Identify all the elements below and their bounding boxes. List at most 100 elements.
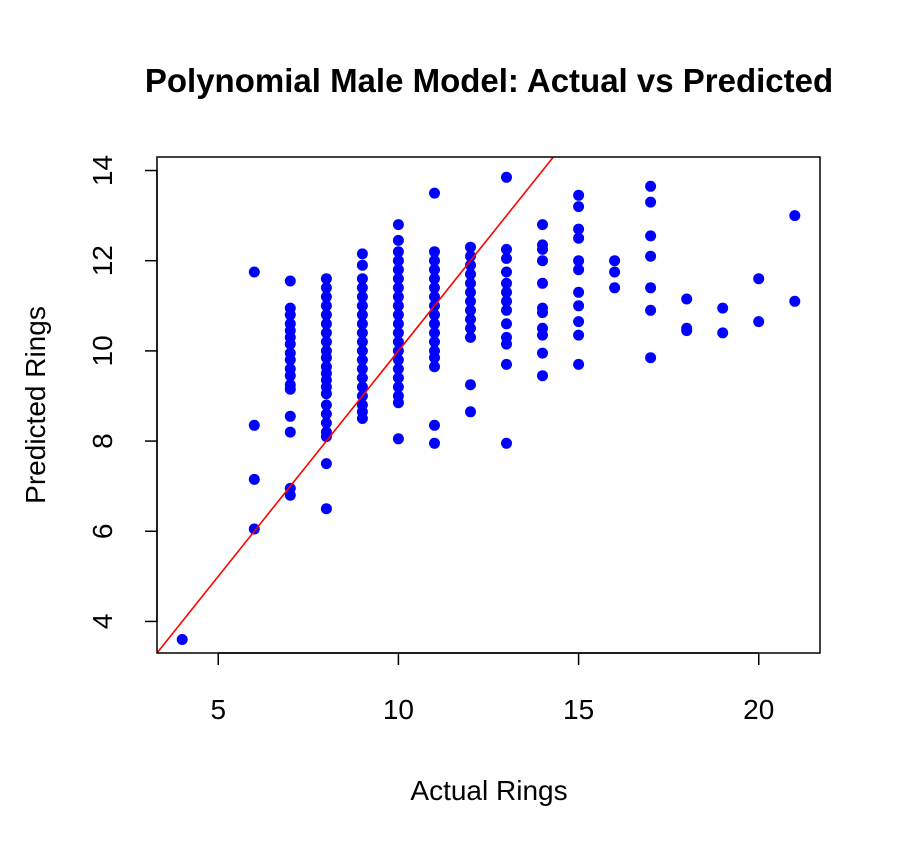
data-point — [176, 634, 188, 645]
data-point — [537, 255, 548, 267]
data-point — [537, 219, 548, 231]
data-point — [392, 219, 404, 231]
y-tick-label: 8 — [87, 433, 118, 449]
data-point — [356, 300, 368, 312]
reference-line-layer — [157, 157, 555, 653]
data-point — [429, 419, 440, 431]
data-points — [176, 171, 801, 645]
data-point — [465, 406, 476, 418]
data-point — [392, 264, 404, 276]
data-point — [392, 354, 404, 366]
data-point — [501, 253, 512, 264]
data-point — [284, 275, 296, 287]
x-tick-label: 15 — [563, 694, 594, 725]
data-point — [465, 268, 476, 280]
data-point — [356, 309, 368, 321]
data-point — [320, 300, 332, 312]
y-axis-label: Predicted Rings — [20, 306, 51, 504]
data-point — [320, 282, 332, 294]
y-tick-label: 10 — [87, 335, 118, 366]
data-point — [429, 327, 440, 339]
data-point — [356, 282, 368, 294]
data-point — [429, 273, 440, 285]
data-point — [429, 282, 440, 294]
data-point — [609, 266, 621, 278]
data-point — [753, 273, 765, 285]
data-point — [429, 437, 440, 449]
data-point — [284, 383, 296, 395]
x-axis: 5 10 15 20 — [210, 652, 774, 725]
data-point — [465, 331, 476, 343]
data-point — [392, 246, 404, 258]
data-point — [356, 363, 368, 375]
data-point — [392, 327, 404, 339]
data-point — [356, 273, 368, 285]
data-point — [465, 322, 476, 334]
data-point — [392, 300, 404, 312]
data-point — [320, 408, 332, 420]
data-point — [320, 318, 332, 330]
data-point — [537, 347, 548, 359]
data-point — [248, 419, 260, 431]
data-point — [465, 286, 476, 298]
data-point — [465, 313, 476, 325]
data-point — [645, 282, 657, 294]
data-point — [429, 255, 440, 267]
data-point — [429, 246, 440, 258]
chart-title: Polynomial Male Model: Actual vs Predict… — [145, 62, 833, 99]
data-point — [284, 354, 296, 366]
data-point — [392, 255, 404, 267]
data-point — [501, 266, 512, 278]
data-point — [356, 354, 368, 366]
data-point — [356, 327, 368, 339]
data-point — [284, 338, 296, 350]
data-point — [645, 196, 657, 208]
data-point — [789, 295, 801, 307]
data-point — [320, 309, 332, 321]
data-point — [573, 358, 585, 370]
data-point — [645, 250, 657, 262]
data-point — [284, 489, 296, 501]
data-point — [465, 277, 476, 289]
data-point — [284, 309, 296, 321]
data-point — [609, 282, 621, 294]
data-point — [501, 286, 512, 298]
data-point — [681, 293, 693, 305]
y-tick-label: 6 — [87, 524, 118, 540]
data-point — [356, 372, 368, 384]
data-point — [356, 259, 368, 271]
data-point — [501, 171, 512, 183]
data-point — [465, 250, 476, 262]
data-point — [320, 273, 332, 285]
data-point — [320, 327, 332, 339]
y-tick-label: 14 — [87, 155, 118, 186]
x-tick-label: 10 — [383, 694, 414, 725]
data-point — [320, 503, 332, 515]
data-point — [573, 189, 585, 201]
data-point — [284, 370, 296, 382]
data-point — [645, 180, 657, 192]
data-point — [573, 300, 585, 312]
data-point — [429, 264, 440, 276]
data-point — [717, 327, 729, 339]
data-point — [573, 329, 585, 341]
data-point — [392, 336, 404, 348]
data-point — [248, 523, 260, 535]
data-point — [501, 338, 512, 350]
data-point — [320, 417, 332, 429]
data-point — [573, 255, 585, 267]
data-point — [501, 358, 512, 370]
data-point — [356, 291, 368, 303]
data-point — [465, 304, 476, 316]
data-point — [392, 273, 404, 285]
data-point — [320, 399, 332, 411]
data-point — [429, 309, 440, 321]
plot-frame — [156, 156, 821, 654]
data-point — [537, 243, 548, 255]
data-point — [248, 266, 260, 278]
data-point — [609, 255, 621, 267]
data-point — [645, 230, 657, 242]
data-point — [573, 232, 585, 244]
data-point — [465, 295, 476, 307]
data-point — [501, 243, 512, 255]
